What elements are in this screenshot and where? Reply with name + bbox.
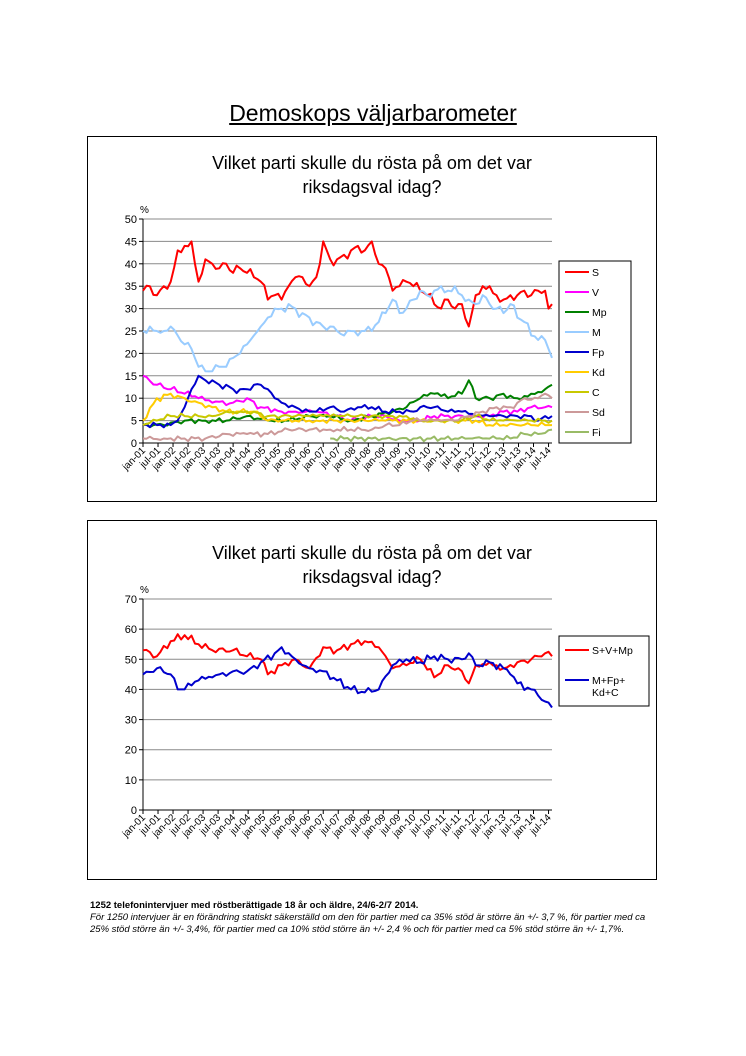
legend-label: Sd — [592, 407, 605, 419]
y-tick-label: 40 — [125, 684, 137, 696]
chart-title: Vilket parti skulle du rösta på om det v… — [88, 541, 656, 589]
y-tick-label: 70 — [125, 594, 137, 606]
chart-title-line2: riksdagsval idag? — [302, 177, 442, 197]
series-line-kd — [142, 392, 552, 427]
series-line-c — [142, 410, 553, 427]
chart-panel-blocs: Vilket parti skulle du rösta på om det v… — [87, 520, 657, 880]
series-line-sd — [142, 392, 553, 443]
page-title: Demoskops väljarbarometer — [229, 100, 517, 126]
chart-panel-parties: Vilket parti skulle du rösta på om det v… — [87, 136, 657, 502]
y-axis-label: % — [140, 205, 149, 216]
y-tick-label: 60 — [125, 624, 137, 636]
y-tick-label: 15 — [125, 371, 137, 383]
y-tick-label: 50 — [125, 214, 137, 226]
y-tick-label: 0 — [131, 438, 137, 450]
series-line-s — [142, 240, 553, 328]
series-line-fp — [142, 374, 553, 429]
series-line-fi — [330, 428, 553, 443]
legend-label: M+Fp+ Kd+C — [592, 675, 625, 699]
y-tick-label: 50 — [125, 654, 137, 666]
y-tick-label: 20 — [125, 348, 137, 360]
y-tick-label: 30 — [125, 304, 137, 316]
y-tick-label: 40 — [125, 259, 137, 271]
series-line-m — [142, 285, 553, 373]
y-axis-label: % — [140, 585, 149, 596]
legend-label: M — [592, 327, 601, 339]
footer-notes: 1252 telefonintervjuer med röstberättiga… — [90, 900, 660, 936]
chart-title-line1: Vilket parti skulle du rösta på om det v… — [212, 153, 532, 173]
y-tick-label: 35 — [125, 281, 137, 293]
legend-label: Kd — [592, 367, 605, 379]
legend-box — [558, 635, 650, 707]
y-tick-label: 20 — [125, 745, 137, 757]
party-line-chart: 05101520253035404550%jan-01jul-01jan-02j… — [120, 205, 632, 473]
legend-label: V — [592, 287, 599, 299]
chart-title-line1: Vilket parti skulle du rösta på om det v… — [212, 543, 532, 563]
legend-label: Fp — [592, 347, 604, 359]
y-tick-label: 0 — [131, 805, 137, 817]
series-line-mp — [142, 379, 553, 429]
y-tick-label: 5 — [131, 416, 137, 428]
chart-title-line2: riksdagsval idag? — [302, 567, 442, 587]
y-tick-label: 30 — [125, 715, 137, 727]
y-tick-label: 45 — [125, 236, 137, 248]
legend-label: S — [592, 267, 599, 279]
y-tick-label: 10 — [125, 775, 137, 787]
y-tick-label: 25 — [125, 326, 137, 338]
bloc-line-chart: 010203040506070%jan-01jul-01jan-02jul-02… — [120, 585, 650, 840]
chart-title: Vilket parti skulle du rösta på om det v… — [88, 151, 656, 199]
legend-label: S+V+Mp — [592, 645, 633, 657]
legend-label: C — [592, 387, 600, 399]
footer-margin-of-error: För 1250 intervjuer är en förändring sta… — [90, 912, 646, 935]
y-tick-label: 10 — [125, 393, 137, 405]
footer-sample-info: 1252 telefonintervjuer med röstberättiga… — [90, 900, 419, 911]
series-line-m-fp-kd-c — [142, 646, 553, 709]
legend-label: Mp — [592, 307, 607, 319]
legend-label: Fi — [592, 427, 601, 439]
